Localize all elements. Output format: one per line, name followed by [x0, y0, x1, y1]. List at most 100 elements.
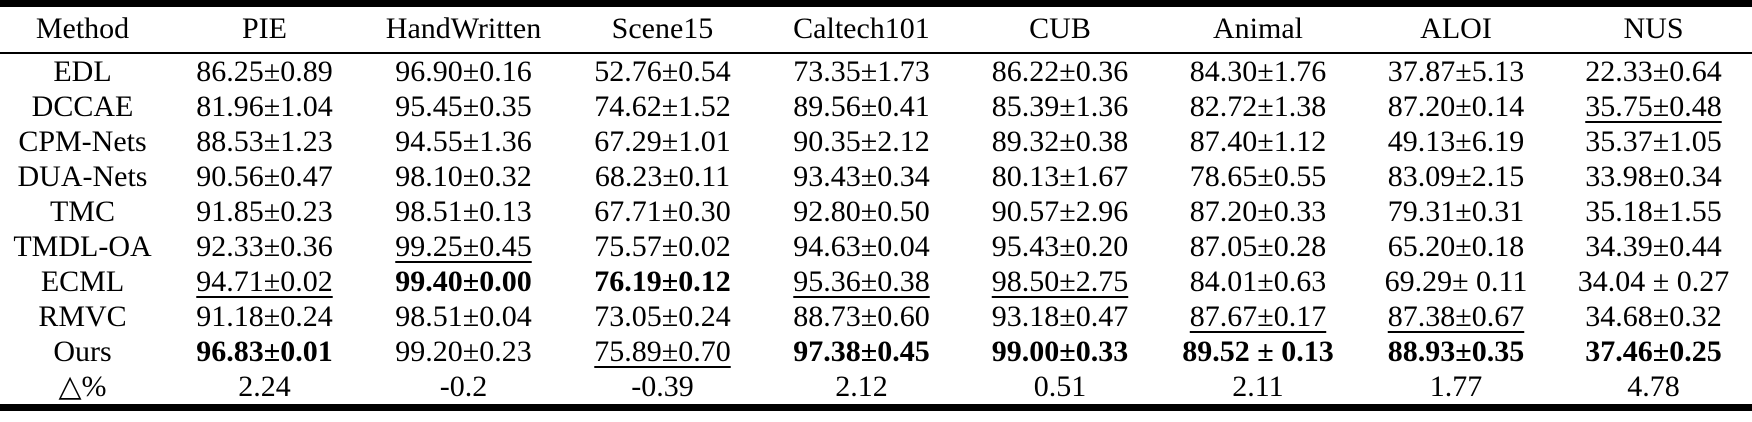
result-cell: 2.11	[1232, 369, 1284, 403]
result-cell: 88.93±0.35	[1387, 334, 1525, 368]
result-cell: 99.40±0.00	[395, 264, 532, 298]
result-cell: 86.22±0.36	[991, 54, 1129, 88]
result-cell: 95.45±0.35	[395, 89, 532, 123]
result-cell: 37.87±5.13	[1387, 54, 1525, 88]
result-cell: 89.56±0.41	[793, 89, 930, 123]
result-cell: 82.72±1.38	[1189, 89, 1327, 123]
column-header-cub: CUB	[1029, 12, 1091, 46]
result-cell: 73.05±0.24	[594, 299, 731, 333]
result-cell: 98.50±2.75	[991, 264, 1129, 298]
method-label: DUA-Nets	[17, 159, 148, 193]
result-cell: 49.13±6.19	[1387, 124, 1525, 158]
table-row: EDL 86.25±0.89 96.90±0.16 52.76±0.54 73.35±1…	[0, 53, 1752, 89]
result-cell: 88.53±1.23	[196, 124, 333, 158]
table-header: Method PIE HandWritten Scene15 Caltech101 CUB…	[0, 4, 1752, 53]
result-cell: 74.62±1.52	[594, 89, 731, 123]
result-cell: 67.29±1.01	[594, 124, 731, 158]
method-label: CPM-Nets	[18, 124, 147, 158]
result-cell: 94.71±0.02	[196, 264, 333, 298]
column-header-handwritten: HandWritten	[385, 12, 542, 46]
table-row: DUA-Nets 90.56±0.47 98.10±0.32 68.23±0.11 93…	[0, 159, 1752, 194]
result-cell: 4.78	[1627, 369, 1680, 403]
result-cell: 99.20±0.23	[395, 334, 532, 368]
column-header-pie: PIE	[242, 12, 287, 46]
result-cell: 83.09±2.15	[1387, 159, 1525, 193]
method-label: Ours	[53, 334, 112, 368]
result-cell: 35.37±1.05	[1585, 124, 1722, 158]
result-cell: 81.96±1.04	[196, 89, 333, 123]
result-cell: 93.43±0.34	[793, 159, 930, 193]
result-cell: 84.01±0.63	[1189, 264, 1327, 298]
method-label: RMVC	[38, 299, 127, 333]
method-label: ECML	[40, 264, 125, 298]
result-cell: 92.33±0.36	[196, 229, 333, 263]
result-cell: 94.63±0.04	[793, 229, 930, 263]
result-cell: 96.83±0.01	[196, 334, 333, 368]
result-cell: 97.38±0.45	[793, 334, 930, 368]
result-cell: 37.46±0.25	[1585, 334, 1722, 368]
result-cell: 22.33±0.64	[1585, 54, 1722, 88]
result-cell: 2.12	[835, 369, 888, 403]
result-cell: 52.76±0.54	[594, 54, 731, 88]
result-cell: 87.38±0.67	[1387, 299, 1525, 333]
column-header-nus: NUS	[1623, 12, 1684, 46]
table-row: Ours 96.83±0.01 99.20±0.23 75.89±0.70 97.38±…	[0, 334, 1752, 369]
table-row: TMC 91.85±0.23 98.51±0.13 67.71±0.30 92.80±0…	[0, 194, 1752, 229]
result-cell: 95.36±0.38	[793, 264, 930, 298]
result-cell: 98.51±0.13	[395, 194, 532, 228]
result-cell: 91.18±0.24	[196, 299, 333, 333]
result-cell: 1.77	[1429, 369, 1483, 403]
result-cell: 89.52 ± 0.13	[1182, 334, 1334, 368]
table-row: RMVC 91.18±0.24 98.51±0.04 73.05±0.24 88.73±…	[0, 299, 1752, 334]
result-cell: 80.13±1.67	[991, 159, 1129, 193]
result-cell: 79.31±0.31	[1387, 194, 1525, 228]
result-cell: 86.25±0.89	[196, 54, 333, 88]
result-cell: 90.57±2.96	[991, 194, 1129, 228]
result-cell: 93.18±0.47	[991, 299, 1129, 333]
result-cell: 68.23±0.11	[594, 159, 731, 193]
result-cell: 98.51±0.04	[395, 299, 532, 333]
result-cell: 78.65±0.55	[1189, 159, 1327, 193]
result-cell: 90.56±0.47	[196, 159, 333, 193]
results-table: Method PIE HandWritten Scene15 Caltech101 CUB…	[0, 0, 1752, 411]
column-header-aloi: ALOI	[1420, 12, 1492, 46]
result-cell: 34.39±0.44	[1585, 229, 1722, 263]
table-row: CPM-Nets 88.53±1.23 94.55±1.36 67.29±1.01 90…	[0, 124, 1752, 159]
method-label: DCCAE	[31, 89, 134, 123]
result-cell: 91.85±0.23	[196, 194, 333, 228]
method-label: TMC	[49, 194, 115, 228]
result-cell: 94.55±1.36	[395, 124, 532, 158]
result-cell: -0.39	[631, 369, 694, 403]
result-cell: 96.90±0.16	[395, 54, 532, 88]
result-cell: 87.40±1.12	[1189, 124, 1327, 158]
result-cell: 99.00±0.33	[991, 334, 1129, 368]
table-row: △% 2.24 -0.2 -0.39 2.12 0.51 2.11 1.77 4.78	[0, 369, 1752, 408]
result-cell: 0.51	[1033, 369, 1087, 403]
header-row: Method PIE HandWritten Scene15 Caltech101 CUB…	[0, 4, 1752, 53]
result-cell: 73.35±1.73	[793, 54, 930, 88]
result-cell: 76.19±0.12	[594, 264, 731, 298]
result-cell: 35.75±0.48	[1585, 89, 1722, 123]
result-cell: 99.25±0.45	[395, 229, 532, 263]
method-label: △%	[58, 369, 107, 403]
result-cell: 75.89±0.70	[594, 334, 731, 368]
column-header-caltech101: Caltech101	[793, 12, 930, 46]
result-cell: 34.68±0.32	[1585, 299, 1722, 333]
result-cell: 87.67±0.17	[1189, 299, 1327, 333]
column-header-method: Method	[35, 12, 130, 46]
table-row: TMDL-OA 92.33±0.36 99.25±0.45 75.57±0.02 94.…	[0, 229, 1752, 264]
result-cell: 69.29± 0.11	[1384, 264, 1528, 298]
result-cell: 90.35±2.12	[793, 124, 930, 158]
result-cell: 89.32±0.38	[991, 124, 1129, 158]
table-body: EDL 86.25±0.89 96.90±0.16 52.76±0.54 73.35±1…	[0, 53, 1752, 408]
result-cell: -0.2	[439, 369, 488, 403]
result-cell: 34.04 ± 0.27	[1577, 264, 1730, 298]
result-cell: 84.30±1.76	[1189, 54, 1327, 88]
result-cell: 75.57±0.02	[594, 229, 731, 263]
column-header-scene15: Scene15	[611, 12, 714, 46]
result-cell: 95.43±0.20	[991, 229, 1129, 263]
method-label: TMDL-OA	[13, 229, 152, 263]
result-cell: 2.24	[238, 369, 291, 403]
result-cell: 65.20±0.18	[1387, 229, 1525, 263]
